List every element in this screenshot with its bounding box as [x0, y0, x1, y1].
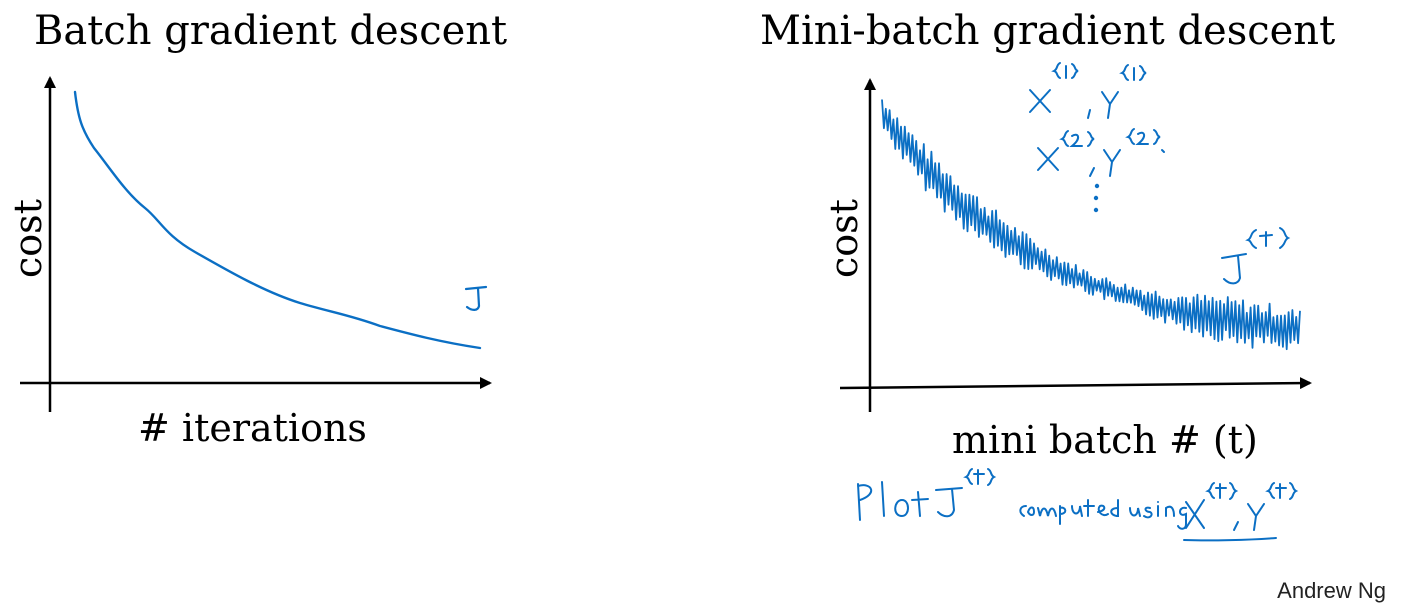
handwritten-caption	[857, 468, 1299, 542]
right-title: Mini-batch gradient descent	[760, 8, 1336, 54]
left-x-axis-label: # iterations	[138, 406, 367, 450]
right-x-axis-label: mini batch # (t)	[952, 418, 1258, 462]
right-j-label	[1221, 227, 1291, 285]
left-title: Batch gradient descent	[34, 8, 508, 54]
right-x-axis	[839, 377, 1312, 390]
batch-cost-curve	[73, 90, 482, 350]
left-j-label	[464, 285, 488, 311]
author-credit: Andrew Ng	[1277, 578, 1386, 603]
minibatch-cost-curve	[881, 99, 1301, 351]
handwritten-notes	[1029, 62, 1165, 213]
